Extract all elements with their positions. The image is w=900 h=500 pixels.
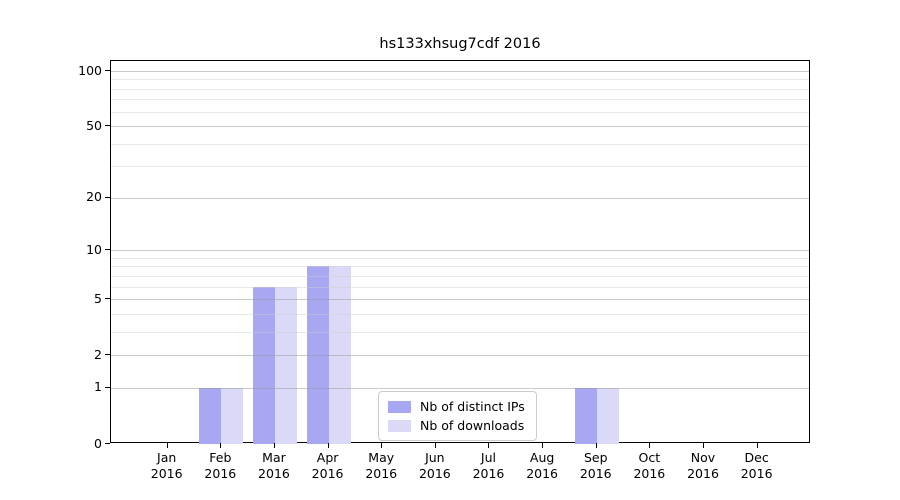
gridline-100 — [111, 71, 809, 72]
x-tick-label-may: May 2016 — [365, 450, 398, 481]
legend: Nb of distinct IPs Nb of downloads — [378, 391, 537, 441]
x-tick-mark-jul — [488, 443, 490, 448]
y-tick-label-5: 5 — [94, 290, 102, 306]
y-tick-label-100: 100 — [78, 62, 102, 78]
y-tick-mark-1 — [105, 386, 110, 388]
x-tick-label-jul: Jul 2016 — [472, 450, 505, 481]
gridline-10 — [111, 250, 809, 252]
y-tick-label-0: 0 — [94, 435, 102, 451]
gridline-80 — [111, 88, 809, 90]
legend-item-downloads: Nb of downloads — [388, 416, 525, 435]
bar-feb-distinct-ips — [199, 387, 222, 444]
gridline-4 — [111, 313, 809, 315]
x-tick-label-jan: Jan 2016 — [150, 450, 183, 481]
y-tick-label-20: 20 — [86, 189, 102, 205]
y-tick-mark-0 — [105, 443, 110, 444]
x-tick-mark-may — [381, 443, 383, 448]
plot-area — [110, 60, 810, 444]
x-tick-mark-aug — [542, 443, 544, 448]
gridline-8 — [111, 266, 809, 268]
gridline-90 — [111, 79, 809, 81]
x-tick-mark-apr — [327, 443, 329, 448]
y-tick-label-1: 1 — [94, 379, 102, 395]
y-tick-mark-20 — [105, 196, 110, 198]
y-tick-label-10: 10 — [86, 241, 102, 257]
y-tick-mark-2 — [105, 354, 110, 356]
x-tick-mark-oct — [649, 443, 651, 448]
y-tick-label-50: 50 — [86, 117, 102, 133]
gridline-9 — [111, 257, 809, 259]
y-tick-mark-100 — [105, 70, 110, 71]
gridline-30 — [111, 166, 809, 168]
y-tick-mark-50 — [105, 125, 110, 127]
gridline-60 — [111, 111, 809, 113]
x-tick-mark-jun — [434, 443, 436, 448]
x-tick-mark-nov — [703, 443, 704, 448]
legend-label-distinct-ips: Nb of distinct IPs — [420, 399, 525, 414]
x-tick-label-nov: Nov 2016 — [687, 450, 719, 481]
legend-label-downloads: Nb of downloads — [420, 418, 525, 433]
x-tick-label-mar: Mar 2016 — [258, 450, 290, 481]
gridline-40 — [111, 143, 809, 145]
legend-swatch-downloads — [388, 419, 411, 432]
x-tick-mark-dec — [756, 443, 758, 448]
x-tick-label-sep: Sep 2016 — [579, 450, 612, 481]
gridline-6 — [111, 286, 809, 288]
x-tick-label-apr: Apr 2016 — [311, 450, 344, 481]
gridline-20 — [111, 197, 809, 199]
bar-sep-distinct-ips — [574, 387, 597, 444]
x-tick-label-oct: Oct 2016 — [633, 450, 666, 481]
x-tick-label-aug: Aug 2016 — [526, 450, 559, 481]
gridline-7 — [111, 275, 809, 277]
chart-title: hs133xhsug7cdf 2016 — [379, 36, 541, 52]
x-tick-mark-mar — [273, 443, 275, 448]
bar-feb-downloads — [221, 387, 244, 444]
x-tick-label-jun: Jun 2016 — [418, 450, 451, 481]
gridline-70 — [111, 99, 809, 101]
gridline-5 — [111, 299, 809, 301]
bar-apr-downloads — [328, 266, 351, 444]
legend-item-distinct-ips: Nb of distinct IPs — [388, 397, 525, 416]
gridline-3 — [111, 331, 809, 333]
x-tick-mark-feb — [220, 443, 222, 448]
bar-apr-distinct-ips — [306, 266, 329, 444]
bar-mar-downloads — [274, 286, 297, 444]
x-tick-mark-sep — [595, 443, 597, 448]
bar-mar-distinct-ips — [252, 286, 275, 444]
gridline-1 — [111, 387, 809, 389]
x-tick-label-feb: Feb 2016 — [204, 450, 237, 481]
gridline-2 — [111, 355, 809, 357]
x-tick-label-dec: Dec 2016 — [740, 450, 773, 481]
bar-sep-downloads — [596, 387, 619, 444]
y-tick-label-2: 2 — [94, 346, 102, 362]
x-tick-mark-jan — [166, 443, 168, 448]
y-tick-mark-5 — [105, 298, 110, 300]
legend-swatch-distinct-ips — [388, 400, 411, 413]
y-tick-mark-10 — [105, 249, 110, 251]
gridline-50 — [111, 126, 809, 128]
